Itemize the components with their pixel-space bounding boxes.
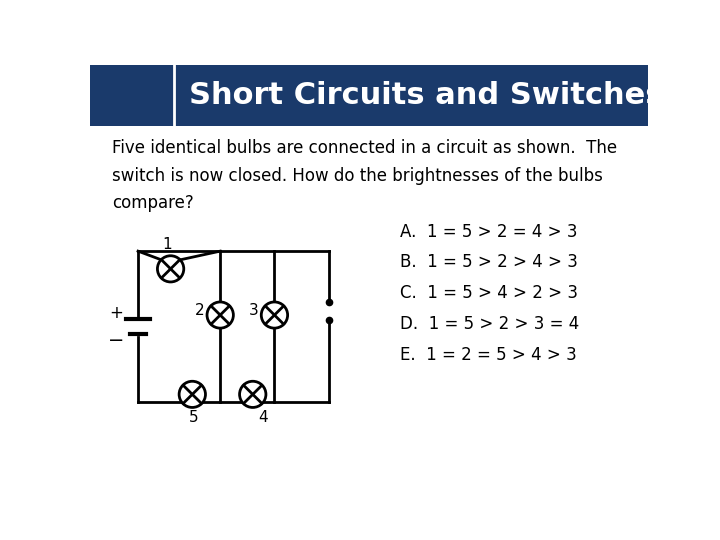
Text: −: − [108,331,125,350]
Bar [90,65,648,126]
Text: 3: 3 [249,303,259,318]
Text: +: + [109,303,123,322]
Text: Five identical bulbs are connected in a circuit as shown.  The
switch is now clo: Five identical bulbs are connected in a … [112,139,617,212]
Text: 2: 2 [195,303,204,318]
Circle shape [207,302,233,328]
Text: A.  1 = 5 > 2 = 4 > 3: A. 1 = 5 > 2 = 4 > 3 [400,222,577,241]
Text: 5: 5 [189,410,199,425]
Circle shape [158,256,184,282]
Text: E.  1 = 2 = 5 > 4 > 3: E. 1 = 2 = 5 > 4 > 3 [400,346,577,364]
Circle shape [261,302,287,328]
Circle shape [179,381,205,408]
Circle shape [240,381,266,408]
Text: 1: 1 [163,237,172,252]
Text: 4: 4 [258,410,268,425]
Text: D.  1 = 5 > 2 > 3 = 4: D. 1 = 5 > 2 > 3 = 4 [400,315,580,333]
Text: Short Circuits and Switches IX: Short Circuits and Switches IX [189,81,709,110]
Text: B.  1 = 5 > 2 > 4 > 3: B. 1 = 5 > 2 > 4 > 3 [400,253,578,272]
Text: C.  1 = 5 > 4 > 2 > 3: C. 1 = 5 > 4 > 2 > 3 [400,284,578,302]
